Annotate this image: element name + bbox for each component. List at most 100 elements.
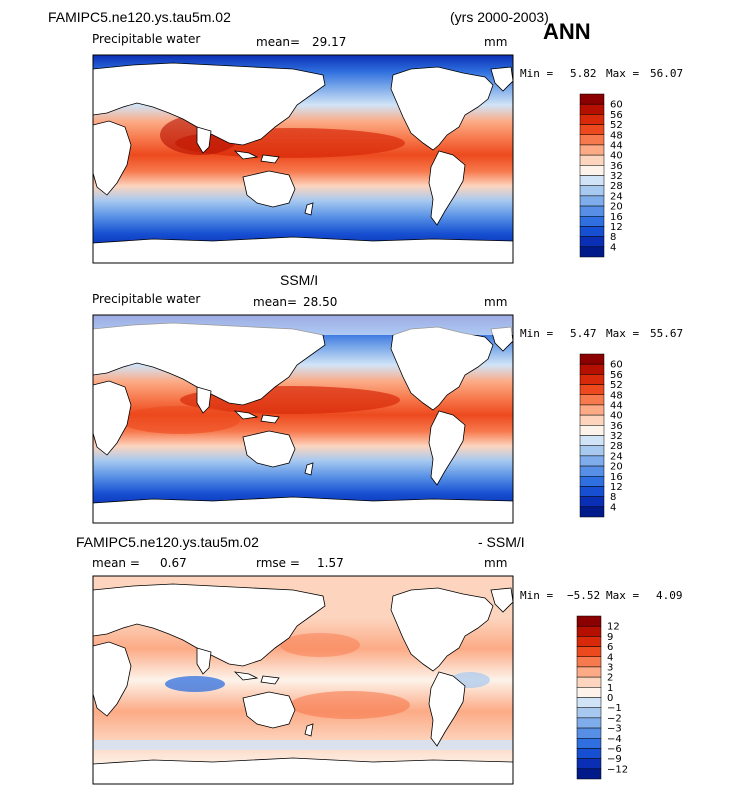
- panel3-colorbar-tick-label: −1: [607, 703, 622, 714]
- panel2-colorbar-swatch: [579, 476, 605, 487]
- panel1-colorbar-tick-label: 20: [610, 202, 623, 213]
- panel2-frame: [92, 314, 514, 524]
- panel1-colorbar-tick-label: 28: [610, 181, 623, 192]
- panel1-colorbar-swatch: [579, 124, 605, 135]
- panel1-colorbar-tick-label: 32: [610, 171, 623, 182]
- panel3-colorbar-swatch: [576, 768, 602, 780]
- panel1-colorbar-tick-label: 24: [610, 191, 623, 202]
- panel2-colorbar-swatch: [579, 496, 605, 508]
- panel3-colorbar-tick-label: 6: [607, 642, 613, 653]
- panel1-colorbar-swatch: [579, 195, 605, 207]
- panel3-colorbar-swatch: [576, 656, 602, 668]
- case-name: FAMIPC5.ne120.ys.tau5m.02: [48, 9, 231, 25]
- panel2-colorbar-swatch: [579, 353, 605, 365]
- panel3-colorbar-tick-label: 12: [607, 622, 620, 633]
- panel3-colorbar-tick-label: −6: [607, 744, 622, 755]
- panel3-colorbar-swatch: [576, 717, 602, 729]
- panel2-colorbar-swatch: [579, 455, 605, 467]
- panel1-colorbar-tick-label: 56: [610, 110, 623, 121]
- panel2-colorbar-swatch: [579, 486, 605, 497]
- panel2-colorbar-swatch: [579, 445, 605, 457]
- panel1-colorbar-swatch: [579, 114, 605, 125]
- panel3-colorbar-swatch: [576, 738, 602, 749]
- panel3-map: [93, 576, 513, 784]
- panel2-colorbar-tick-label: 32: [610, 431, 623, 442]
- panel2-colorbar-tick-label: 28: [610, 441, 623, 452]
- panel3-colorbar-swatch: [576, 687, 602, 698]
- panel1-colorbar-swatch: [579, 226, 605, 237]
- panel2-colorbar-tick-label: 24: [610, 451, 623, 462]
- years-label: (yrs 2000-2003): [450, 9, 549, 25]
- panel2-colorbar-swatch: [579, 425, 605, 436]
- panel3-colorbar-tick-label: 9: [607, 632, 613, 643]
- panel3-colorbar-tick-label: 0: [607, 693, 613, 704]
- panel2-colorbar-tick-label: 56: [610, 370, 623, 381]
- panel2-map: [93, 315, 513, 523]
- panel1-colorbar-tick-label: 60: [610, 100, 623, 111]
- panel2-colorbar-tick-label: 8: [610, 492, 616, 503]
- panel2-mean-value: 28.50: [303, 295, 338, 309]
- panel3-colorbar-tick-label: 4: [607, 652, 613, 663]
- panel2-colorbar-swatch: [579, 506, 605, 518]
- panel1-max-label: Max =: [606, 67, 640, 80]
- panel3-colorbar-tick-label: −9: [607, 754, 622, 765]
- panel3-title-right: - SSM/I: [478, 534, 525, 550]
- panel3-mean-label: mean =: [92, 556, 140, 570]
- panel3-colorbar-tick-label: −2: [607, 713, 622, 724]
- panel1-colorbar-swatch: [579, 154, 605, 166]
- panel2-colorbar-tick-label: 12: [610, 482, 623, 493]
- panel2-colorbar-tick-label: 40: [610, 411, 623, 422]
- panel3-rmse-label: rmse =: [256, 556, 300, 570]
- panel3-colorbar-tick-label: −12: [607, 764, 628, 775]
- panel3-colorbar-swatch: [576, 615, 602, 627]
- panel1-colorbar-swatch: [579, 103, 605, 115]
- panel2-colorbar-tick-label: 36: [610, 421, 623, 432]
- panel1-mean-value: 29.17: [312, 35, 347, 49]
- panel1-colorbar-tick-label: 44: [610, 140, 623, 151]
- panel3-colorbar-swatch: [576, 676, 602, 688]
- panel2-colorbar-swatch: [579, 414, 605, 426]
- panel1-mean-label: mean=: [256, 35, 301, 49]
- panel1-colorbar-tick-label: 40: [610, 151, 623, 162]
- panel1-colorbar-swatch: [579, 185, 605, 197]
- panel2-colorbar-swatch: [579, 394, 605, 406]
- panel3-colorbar-swatch: [576, 727, 602, 739]
- panel1-variable: Precipitable water: [92, 32, 201, 46]
- panel1-colorbar-tick-label: 52: [610, 120, 623, 131]
- panel1-colorbar-tick-label: 16: [610, 212, 623, 223]
- panel2-variable: Precipitable water: [92, 292, 201, 306]
- panel2-colorbar-tick-label: 48: [610, 390, 623, 401]
- panel2-title: SSM/I: [280, 272, 319, 288]
- panel2-colorbar-tick-label: 16: [610, 472, 623, 483]
- panel2-min-value: 5.47: [570, 327, 597, 340]
- panel2-colorbar-tick-label: 4: [610, 502, 616, 513]
- panel2-colorbar-swatch: [579, 404, 605, 416]
- panel1-frame: [92, 54, 514, 264]
- panel2-colorbar-swatch: [579, 384, 605, 395]
- panel3-units: mm: [484, 556, 508, 570]
- panel2-units: mm: [484, 295, 508, 309]
- panel3-colorbar-swatch: [576, 636, 602, 647]
- panel2-mean-label: mean=: [253, 295, 298, 309]
- panel2-colorbar-swatch: [579, 465, 605, 477]
- panel1-colorbar-swatch: [579, 205, 605, 217]
- panel3-colorbar-tick-label: 1: [607, 683, 613, 694]
- panel1-colorbar-swatch: [579, 216, 605, 227]
- panel3-colorbar-swatch: [576, 748, 602, 759]
- panel3-colorbar-swatch: [576, 625, 602, 637]
- panel3-max-label: Max =: [606, 589, 640, 602]
- panel3-colorbar-tick-label: −4: [607, 734, 622, 745]
- panel3-colorbar-swatch: [576, 758, 602, 770]
- panel1-units: mm: [484, 35, 508, 49]
- panel1-max-value: 56.07: [650, 67, 684, 80]
- panel3-colorbar-swatch: [576, 666, 602, 678]
- panel3-min-label: Min =: [520, 589, 554, 602]
- panel1-min-value: 5.82: [570, 67, 597, 80]
- panel1-colorbar-tick-label: 48: [610, 130, 623, 141]
- panel1-colorbar-swatch: [579, 246, 605, 258]
- panel1-colorbar-tick-label: 8: [610, 232, 616, 243]
- panel3-colorbar-swatch: [576, 697, 602, 708]
